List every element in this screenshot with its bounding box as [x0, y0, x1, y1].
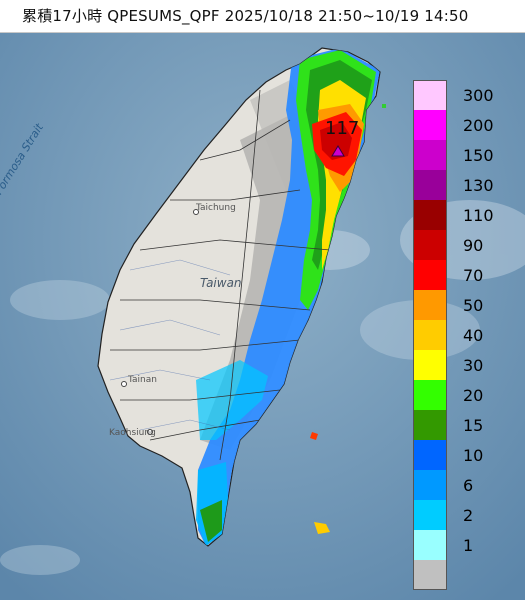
legend-label: 110	[463, 206, 494, 225]
legend-label: 300	[463, 86, 494, 105]
green-island	[310, 432, 318, 440]
orchid-island	[314, 522, 330, 534]
county-boundaries	[110, 89, 331, 461]
legend-label: 200	[463, 116, 494, 135]
terrain-shading	[196, 48, 380, 546]
legend-label: 10	[463, 446, 484, 465]
map-title: 累積17小時 QPESUMS_QPF 2025/10/18 21:50~10/1…	[22, 7, 469, 25]
tainan-dot	[121, 381, 127, 387]
legend-label: 2	[463, 506, 474, 525]
legend-swatch	[413, 170, 447, 200]
legend-swatch	[413, 350, 447, 380]
legend-label: 90	[463, 236, 484, 255]
label-taichung: Taichung	[196, 203, 236, 213]
rainfall-legend: 300 200 150 130 110 90 70 50 40 30 20 15 10 6 2 1	[413, 80, 523, 590]
legend-label: 150	[463, 146, 494, 165]
legend-swatch	[413, 290, 447, 320]
legend-swatch	[413, 410, 447, 440]
taichung-dot	[193, 209, 199, 215]
legend-swatch	[413, 140, 447, 170]
legend-swatch	[413, 500, 447, 530]
legend-swatch	[413, 440, 447, 470]
title-bar: 累積17小時 QPESUMS_QPF 2025/10/18 21:50~10/1…	[0, 0, 525, 33]
max-rain-value: 117	[325, 118, 360, 139]
label-kaohsiung: Kaohsiung	[109, 428, 156, 438]
legend-swatch	[413, 80, 447, 110]
legend-label: 40	[463, 326, 484, 345]
legend-swatch	[413, 560, 447, 590]
rivers	[109, 259, 231, 431]
legend-swatch	[413, 380, 447, 410]
kaohsiung-dot	[147, 429, 153, 435]
islet	[382, 104, 386, 108]
legend-label: 70	[463, 266, 484, 285]
legend-label: 30	[463, 356, 484, 375]
legend-swatch	[413, 260, 447, 290]
legend-label: 130	[463, 176, 494, 195]
legend-swatch	[413, 230, 447, 260]
legend-label: 15	[463, 416, 484, 435]
legend-label: 1	[463, 536, 474, 555]
legend-swatch	[413, 470, 447, 500]
legend-label: 6	[463, 476, 474, 495]
rainfall-overlay	[196, 48, 380, 546]
legend-swatch	[413, 530, 447, 560]
label-tainan: Tainan	[128, 375, 157, 385]
label-island: Taiwan	[200, 276, 242, 290]
legend-swatch	[413, 320, 447, 350]
legend-swatch	[413, 110, 447, 140]
legend-label: 50	[463, 296, 484, 315]
legend-swatch	[413, 200, 447, 230]
max-rain-marker-icon	[331, 145, 345, 157]
legend-label: 20	[463, 386, 484, 405]
